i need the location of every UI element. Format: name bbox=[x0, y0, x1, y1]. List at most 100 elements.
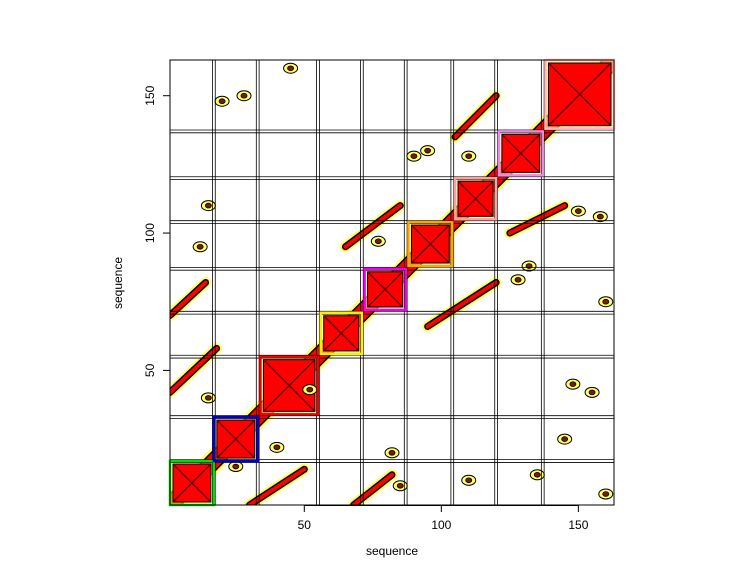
domain-cross-line bbox=[368, 272, 403, 307]
domain-contact-region bbox=[321, 313, 361, 353]
domain-cross-line bbox=[173, 464, 211, 502]
x-tick-label: 50 bbox=[298, 518, 312, 532]
contact-blob bbox=[584, 386, 600, 398]
contact-band bbox=[348, 469, 398, 505]
x-tick-label: 150 bbox=[568, 518, 588, 532]
domain-contact-region bbox=[456, 179, 496, 219]
blob-core bbox=[569, 381, 577, 387]
contour-layer bbox=[170, 60, 614, 505]
blob-core bbox=[465, 477, 473, 484]
domain-cross-line bbox=[217, 420, 255, 458]
contact-blob bbox=[236, 90, 252, 102]
contact-blob bbox=[302, 384, 318, 396]
contact-blob bbox=[557, 433, 573, 445]
contact-blob bbox=[510, 274, 526, 286]
contact-blob bbox=[598, 488, 614, 500]
band-core bbox=[247, 467, 307, 505]
band-core bbox=[351, 472, 394, 505]
y-tick-label: 50 bbox=[143, 363, 157, 377]
domain-box bbox=[407, 220, 454, 268]
contact-band bbox=[170, 277, 212, 321]
blob-core bbox=[465, 153, 473, 159]
contact-band bbox=[243, 463, 310, 505]
blob-core bbox=[273, 444, 281, 451]
contact-blob bbox=[384, 447, 400, 459]
domain-cross-line bbox=[548, 63, 611, 126]
contact-blob bbox=[565, 378, 581, 390]
x-axis: 50 100 150 bbox=[298, 505, 589, 532]
blob-core bbox=[561, 436, 569, 442]
domain-box bbox=[212, 415, 259, 463]
blob-core bbox=[204, 202, 212, 209]
domain-contact-region bbox=[499, 132, 542, 175]
contact-blob bbox=[370, 235, 386, 247]
contact-blob bbox=[592, 211, 608, 223]
domain-cross-line bbox=[324, 316, 359, 351]
x-tick-label: 100 bbox=[431, 518, 451, 532]
contact-blob bbox=[420, 145, 436, 157]
domain-contact-region bbox=[546, 61, 613, 128]
blob-core bbox=[396, 482, 404, 489]
blob-core bbox=[602, 298, 610, 305]
blob-core bbox=[596, 213, 604, 220]
domain-box bbox=[497, 130, 544, 177]
contact-blob bbox=[192, 241, 208, 253]
blob-core bbox=[533, 471, 541, 478]
blob-core bbox=[218, 98, 226, 105]
domain-cross-line bbox=[458, 181, 493, 216]
domain-box bbox=[319, 311, 364, 356]
contact-blob bbox=[461, 474, 477, 486]
y-axis: 50 100 150 bbox=[143, 85, 170, 377]
x-axis-label: sequence bbox=[366, 544, 418, 558]
blob-core bbox=[287, 65, 294, 72]
contact-blob bbox=[228, 461, 244, 473]
segment-grid bbox=[170, 60, 614, 505]
contact-blob bbox=[214, 95, 230, 107]
y-axis-label: sequence bbox=[111, 257, 125, 309]
contact-blob bbox=[598, 296, 614, 308]
blob-core bbox=[306, 386, 314, 393]
domain-contact-region bbox=[409, 223, 452, 266]
contact-band bbox=[504, 200, 571, 239]
contact-blob bbox=[200, 200, 216, 212]
blob-core bbox=[196, 243, 204, 250]
contact-blob bbox=[392, 480, 408, 492]
blob-core bbox=[602, 491, 610, 497]
contact-band bbox=[422, 277, 502, 332]
contact-blob bbox=[406, 150, 422, 162]
contact-blob bbox=[283, 62, 299, 74]
contact-blob bbox=[521, 260, 537, 272]
band-core bbox=[507, 203, 567, 236]
domain-cross-line bbox=[263, 360, 315, 411]
blob-core bbox=[204, 395, 212, 401]
blob-core bbox=[514, 276, 522, 283]
domain-box bbox=[363, 267, 407, 312]
blob-core bbox=[588, 389, 596, 396]
blob-core bbox=[240, 92, 248, 99]
domain-cross-line bbox=[411, 225, 449, 263]
domain-contact-region bbox=[365, 269, 405, 309]
contact-blob bbox=[570, 205, 586, 217]
domain-contact-region bbox=[214, 418, 257, 461]
blob-core bbox=[424, 147, 432, 154]
contact-blob bbox=[529, 469, 545, 481]
contact-blob bbox=[461, 150, 477, 162]
band-core bbox=[170, 280, 208, 318]
contact-band bbox=[170, 342, 223, 398]
band-core bbox=[170, 346, 219, 395]
contact-blob bbox=[269, 441, 285, 453]
band-core bbox=[343, 203, 403, 249]
contact-blob bbox=[200, 392, 216, 404]
y-tick-label: 100 bbox=[143, 223, 157, 243]
domain-contact-region bbox=[171, 462, 213, 504]
blob-core bbox=[232, 463, 240, 470]
contact-band bbox=[339, 200, 406, 253]
y-tick-label: 150 bbox=[143, 85, 157, 105]
blob-core bbox=[574, 208, 582, 214]
blob-core bbox=[374, 238, 382, 245]
blob-core bbox=[410, 153, 418, 159]
blob-core bbox=[388, 450, 396, 456]
band-core bbox=[425, 280, 499, 329]
domain-box bbox=[453, 176, 498, 221]
